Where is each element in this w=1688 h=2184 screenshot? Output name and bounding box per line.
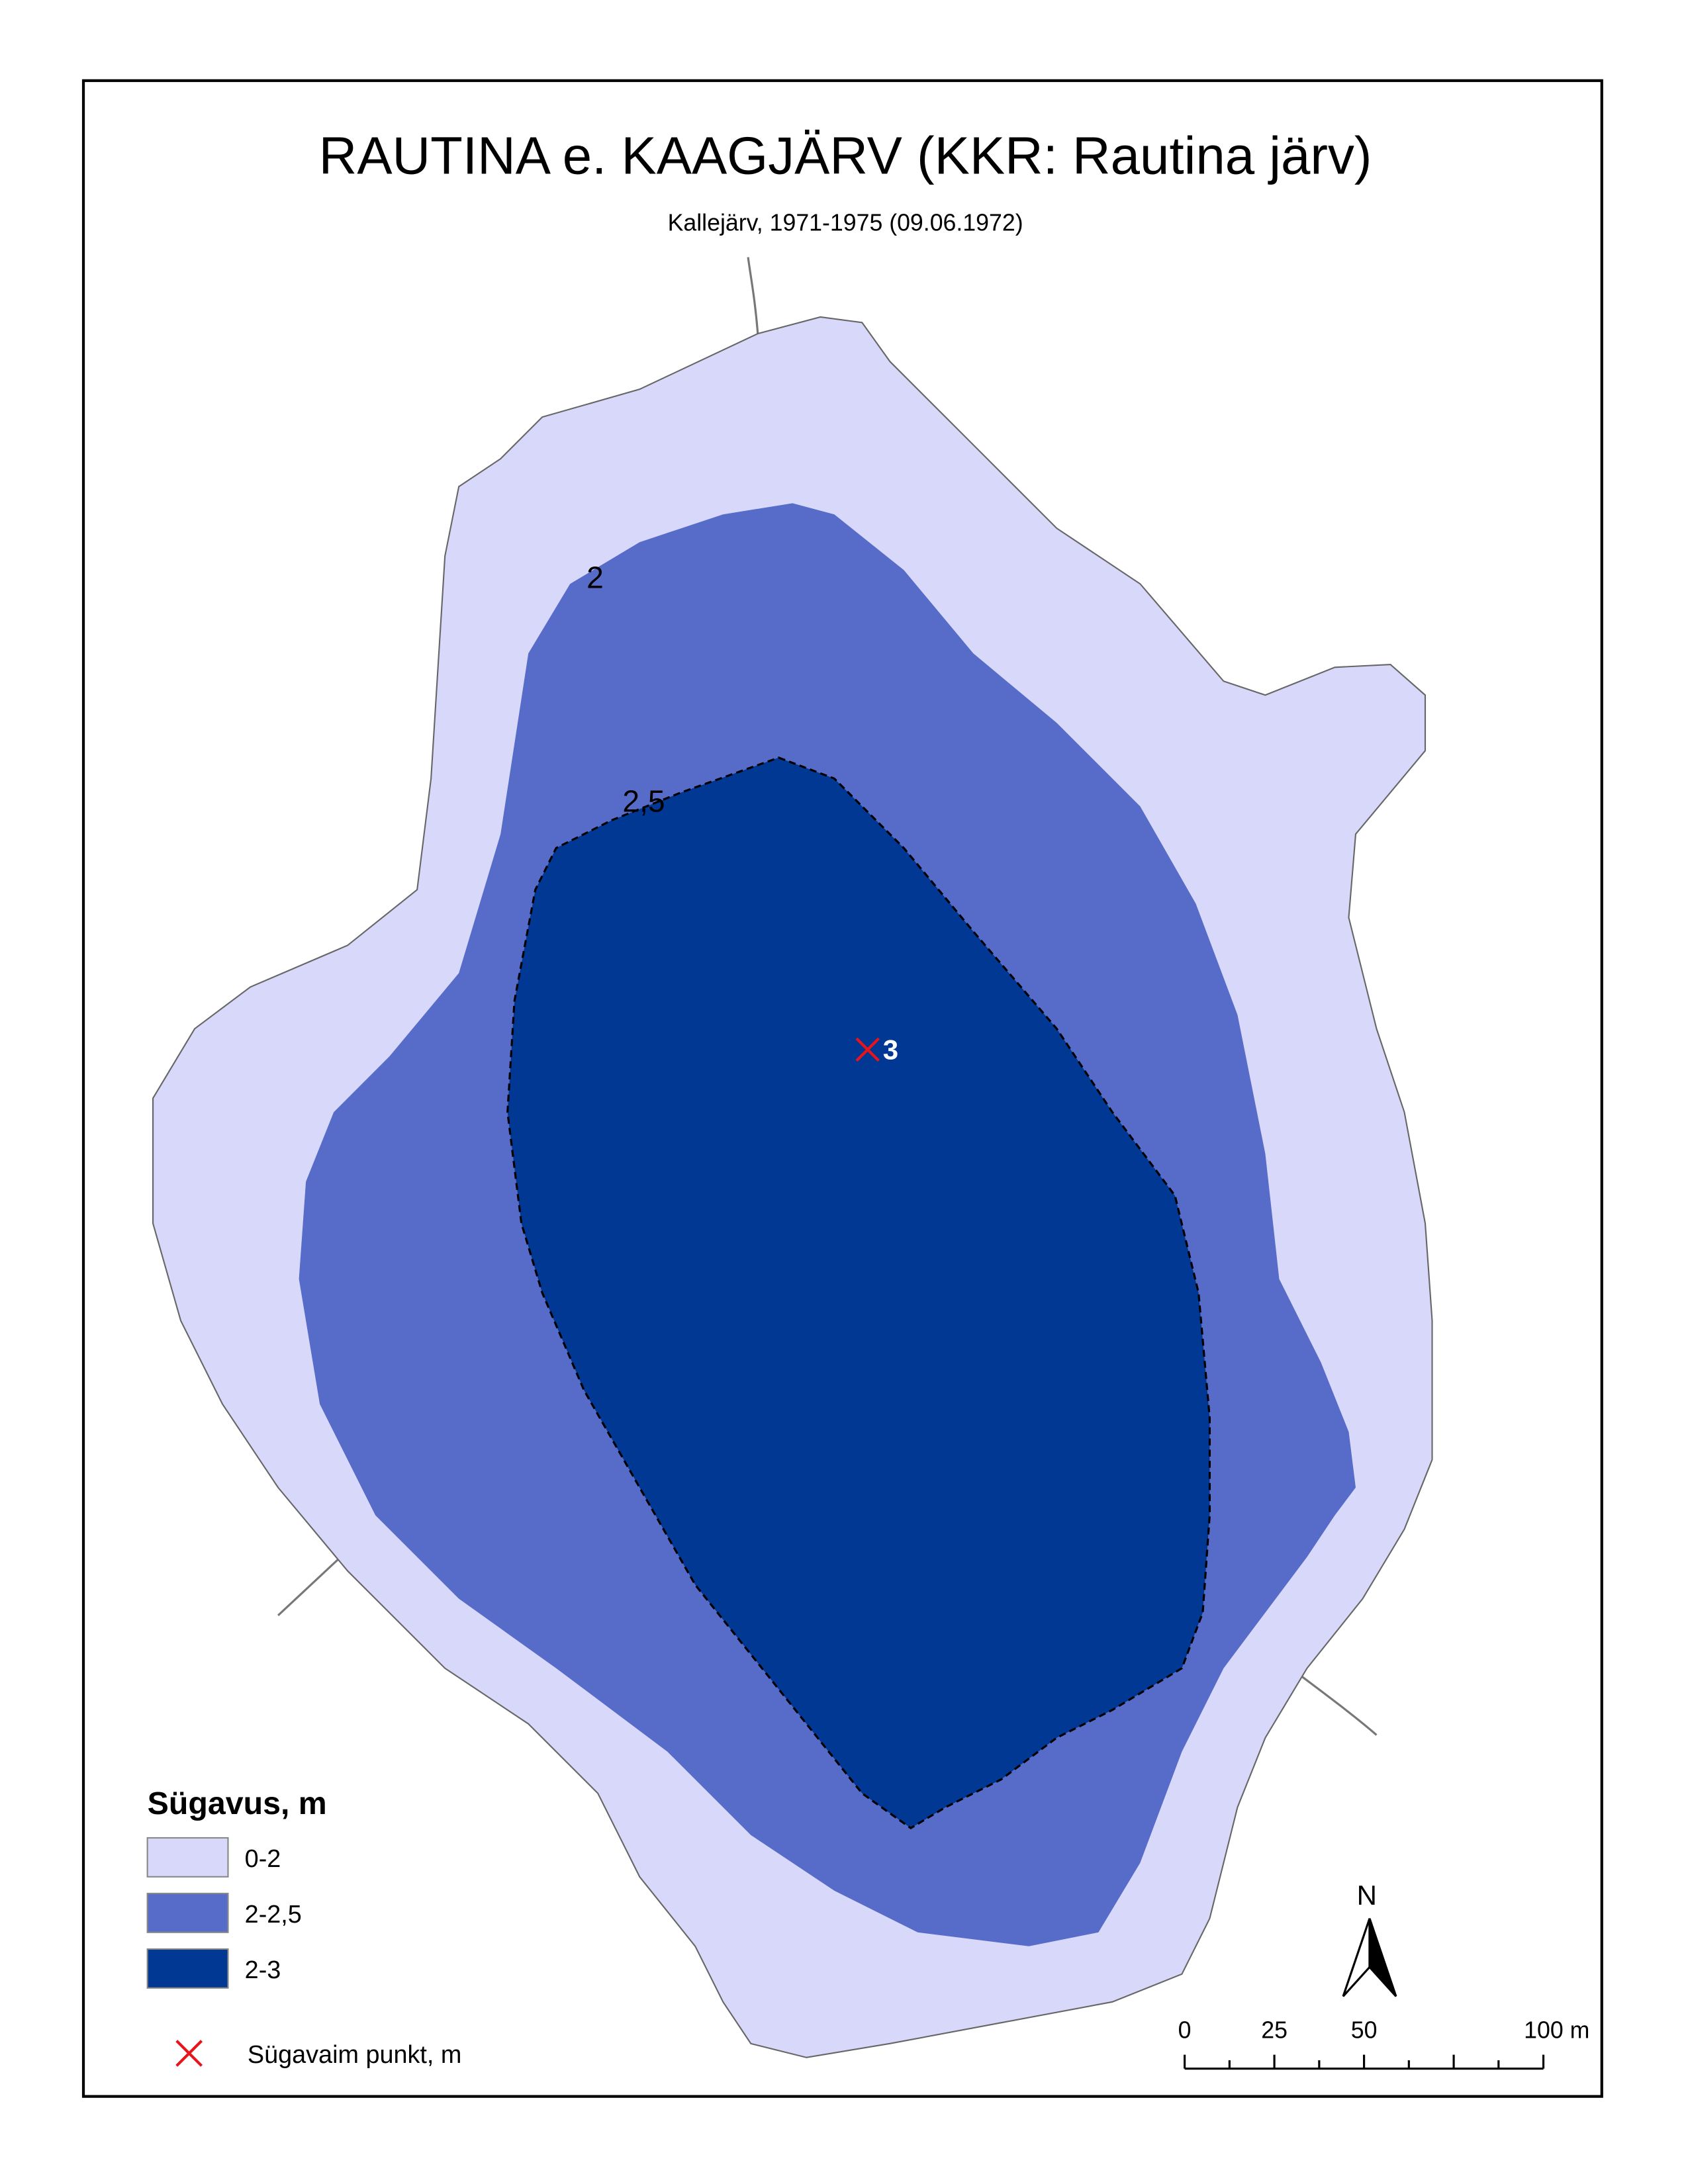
stream [277,1556,342,1617]
deepest-point-marker [855,1037,880,1062]
scale-label: 0 [1178,2017,1192,2043]
frame [81,79,1603,2098]
legend-label: 2-3 [245,1956,281,1984]
stream [747,257,759,334]
stream [1299,1674,1378,1736]
legend-swatch [146,1892,229,1933]
depth-zone-2-3 [506,756,1211,1830]
legend-swatch [146,1837,229,1878]
legend-point-label: Sügavaim punkt, m [248,2041,462,2069]
contour-label: 2,5 [622,784,665,819]
streams [277,257,1378,1736]
legend-point-marker [175,2040,203,2067]
contour-label: 2 [586,561,604,595]
deepest-point-label: 3 [883,1034,898,1066]
scale-bar [1184,2054,1545,2070]
scale-label: 25 [1261,2017,1288,2043]
legend-swatch [146,1948,229,1989]
legend-label: 0-2 [245,1845,281,1873]
north-arrow [1368,1918,1397,1997]
north-label: N [1357,1880,1377,1911]
legend: 0-2 2-2,5 2-3 [146,1837,302,1989]
legend-label: 2-2,5 [245,1901,302,1929]
scale-label: 50 [1351,2017,1378,2043]
title: RAUTINA e. KAAGJÄRV (KKR: Rautina järv) [319,126,1372,185]
subtitle: Kallejärv, 1971-1975 (09.06.1972) [668,210,1023,236]
scale-label: 100 m [1524,2017,1589,2043]
legend-title: Sügavus, m [148,1786,327,1821]
